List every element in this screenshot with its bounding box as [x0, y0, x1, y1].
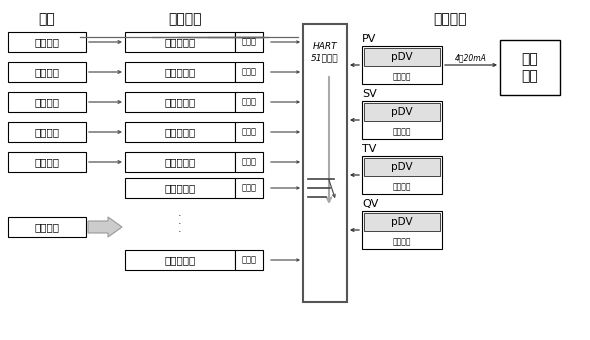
- Text: 传感器四: 传感器四: [34, 127, 60, 137]
- Bar: [364, 213, 440, 231]
- Text: pDV: pDV: [391, 217, 413, 227]
- Text: pDV: pDV: [391, 162, 413, 172]
- Bar: [235, 32, 263, 52]
- Text: PV: PV: [362, 34, 376, 44]
- Text: 输出属性: 输出属性: [393, 238, 411, 246]
- Text: 传感器二: 传感器二: [34, 67, 60, 77]
- Text: 属性表: 属性表: [241, 128, 257, 136]
- Text: 4～20mA: 4～20mA: [455, 53, 487, 62]
- Text: 输出属性: 输出属性: [393, 183, 411, 191]
- Bar: [125, 152, 235, 172]
- Text: 控制
系统: 控制 系统: [522, 52, 538, 83]
- Text: 动态变量: 动态变量: [433, 12, 467, 26]
- Bar: [235, 178, 263, 198]
- Text: 设备变量六: 设备变量六: [165, 183, 196, 193]
- Text: HART
51号命令: HART 51号命令: [311, 42, 339, 62]
- Text: 设备变量: 设备变量: [168, 12, 202, 26]
- Bar: [8, 62, 86, 82]
- Text: 属性表: 属性表: [241, 255, 257, 265]
- Bar: [235, 62, 263, 82]
- Bar: [125, 92, 235, 112]
- Bar: [235, 92, 263, 112]
- Bar: [125, 62, 235, 82]
- Text: 设备变量三: 设备变量三: [165, 97, 196, 107]
- Bar: [125, 122, 235, 142]
- Bar: [8, 152, 86, 172]
- Bar: [125, 178, 235, 198]
- Text: 属性表: 属性表: [241, 157, 257, 167]
- Bar: [362, 101, 442, 139]
- Bar: [362, 46, 442, 84]
- Text: 传感器五: 传感器五: [34, 157, 60, 167]
- Text: 传感器六: 传感器六: [34, 222, 60, 232]
- Text: 输出属性: 输出属性: [393, 128, 411, 136]
- Bar: [235, 152, 263, 172]
- Text: 属性表: 属性表: [241, 184, 257, 192]
- Text: 设备变量二: 设备变量二: [165, 67, 196, 77]
- Text: pDV: pDV: [391, 107, 413, 117]
- Bar: [303, 24, 347, 302]
- Text: QV: QV: [362, 199, 378, 209]
- Bar: [125, 32, 235, 52]
- Bar: [364, 103, 440, 121]
- Text: 传感器三: 传感器三: [34, 97, 60, 107]
- Text: ·
·
·: · · ·: [178, 210, 182, 237]
- Bar: [500, 40, 560, 95]
- Text: 属性表: 属性表: [241, 98, 257, 106]
- Text: 设备变量五: 设备变量五: [165, 157, 196, 167]
- Text: TV: TV: [362, 144, 376, 154]
- Bar: [362, 156, 442, 194]
- Text: 设备变量四: 设备变量四: [165, 127, 196, 137]
- Bar: [8, 92, 86, 112]
- Bar: [364, 158, 440, 176]
- Bar: [235, 122, 263, 142]
- Text: 设备变量一: 设备变量一: [165, 37, 196, 47]
- Text: pDV: pDV: [391, 52, 413, 62]
- Text: 设备变量十: 设备变量十: [165, 255, 196, 265]
- Text: 传感器一: 传感器一: [34, 37, 60, 47]
- Bar: [125, 250, 235, 270]
- Bar: [8, 122, 86, 142]
- Bar: [8, 217, 86, 237]
- Text: 属性表: 属性表: [241, 68, 257, 76]
- Text: 输入: 输入: [38, 12, 55, 26]
- Text: 输出属性: 输出属性: [393, 72, 411, 82]
- Bar: [364, 48, 440, 66]
- Bar: [362, 211, 442, 249]
- Polygon shape: [88, 217, 122, 237]
- Bar: [8, 32, 86, 52]
- Text: SV: SV: [362, 89, 377, 99]
- Bar: [235, 250, 263, 270]
- Text: 属性表: 属性表: [241, 37, 257, 47]
